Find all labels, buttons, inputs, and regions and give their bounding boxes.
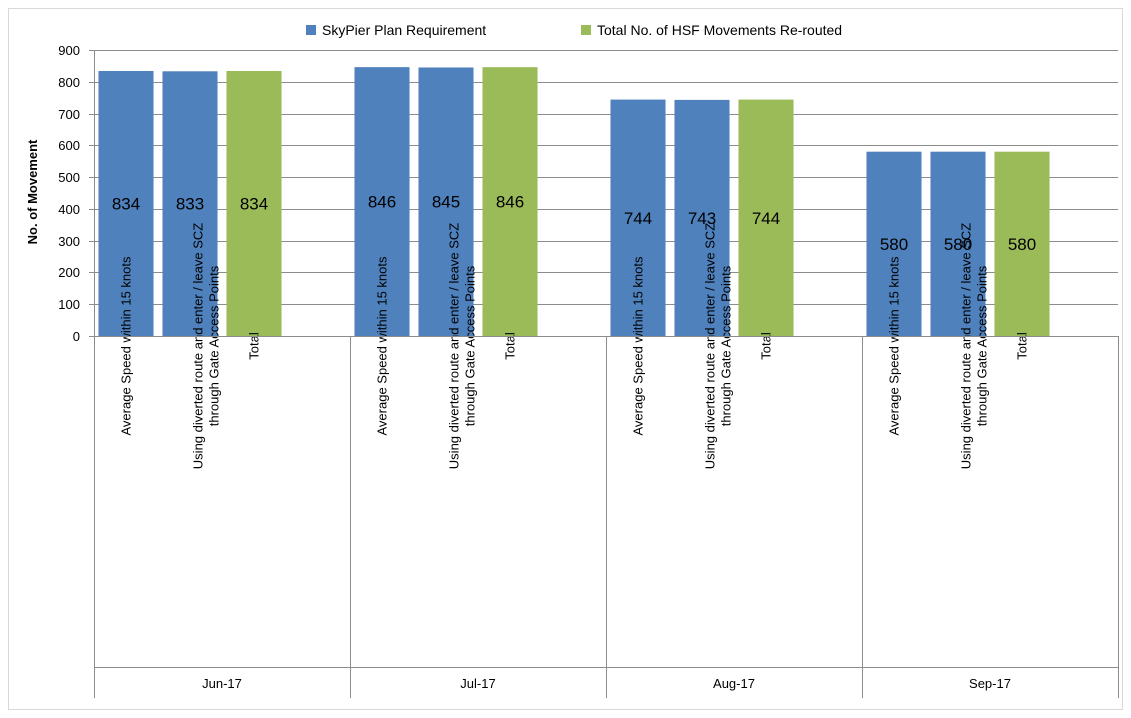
x-category-label-line: Average Speed within 15 knots	[887, 256, 902, 435]
x-category-label: Total	[503, 332, 518, 360]
x-category-label: Average Speed within 15 knots	[119, 256, 134, 435]
bar	[674, 99, 730, 336]
x-category-label-line: through Gate Access Points	[719, 265, 734, 426]
data-label: 846	[368, 193, 396, 212]
x-category-label-line: Average Speed within 15 knots	[119, 256, 134, 435]
x-category-label: Average Speed within 15 knots	[375, 256, 390, 435]
data-label: 744	[752, 209, 780, 228]
legend: SkyPier Plan Requirement Total No. of HSF…	[306, 22, 842, 38]
y-tick-label: 100	[58, 297, 80, 312]
y-axis: 0 100 200 300 400 500 600 700 800 900	[58, 43, 95, 344]
y-tick-label: 700	[58, 107, 80, 122]
data-label: 744	[624, 209, 652, 228]
bar	[418, 67, 474, 336]
x-category-label: Total	[247, 332, 262, 360]
x-category-label: Using diverted route and enter / leave S…	[191, 223, 222, 469]
y-tick-label: 600	[58, 138, 80, 153]
bar	[98, 70, 154, 337]
data-label: 580	[944, 235, 972, 254]
x-axis: Average Speed within 15 knots Using diver…	[94, 223, 1119, 698]
data-label: 833	[176, 195, 204, 214]
x-category-label-line: through Gate Access Points	[975, 265, 990, 426]
x-category-label-line: Total	[503, 332, 518, 360]
y-tick-label: 200	[58, 265, 80, 280]
y-tick-label: 900	[58, 43, 80, 58]
legend-label: SkyPier Plan Requirement	[322, 22, 486, 38]
data-label: 845	[432, 193, 460, 212]
x-category-label-line: Using diverted route and enter / leave S…	[959, 223, 974, 469]
data-label: 846	[496, 193, 524, 212]
x-category-label: Using diverted route and enter / leave S…	[703, 223, 734, 469]
data-label: 743	[688, 209, 716, 228]
data-label: 580	[880, 235, 908, 254]
x-category-label: Total	[1015, 332, 1030, 360]
y-axis-label: No. of Movement	[25, 139, 40, 244]
x-category-label: Average Speed within 15 knots	[631, 256, 646, 435]
y-tick-label: 300	[58, 234, 80, 249]
data-label: 834	[112, 194, 140, 213]
legend-swatch	[581, 25, 591, 35]
bar	[610, 99, 666, 336]
x-category-label-line: Average Speed within 15 knots	[375, 256, 390, 435]
bar	[226, 70, 282, 337]
legend-label: Total No. of HSF Movements Re-routed	[597, 22, 842, 38]
x-category-label: Using diverted route and enter / leave S…	[447, 223, 478, 469]
bar	[482, 67, 538, 336]
data-label: 834	[240, 194, 268, 213]
bar	[354, 67, 410, 336]
x-group-label: Jun-17	[202, 676, 242, 691]
x-category-label: Using diverted route and enter / leave S…	[959, 223, 990, 469]
x-category-label-line: Average Speed within 15 knots	[631, 256, 646, 435]
bars: 834 833 834 846 845 846 744 743 744 580 580 580	[98, 67, 1050, 337]
x-group-label: Sep-17	[969, 676, 1011, 691]
x-group-label: Jul-17	[460, 676, 495, 691]
x-category-label-line: Using diverted route and enter / leave S…	[447, 223, 462, 469]
y-tick-label: 800	[58, 75, 80, 90]
x-category-label-line: Total	[247, 332, 262, 360]
x-category-label-line: through Gate Access Points	[463, 265, 478, 426]
x-group-label: Aug-17	[713, 676, 755, 691]
y-tick-label: 500	[58, 170, 80, 185]
bar	[162, 71, 218, 337]
bar	[866, 151, 922, 336]
x-category-label-line: Total	[759, 332, 774, 360]
bar	[738, 99, 794, 336]
bar	[994, 151, 1050, 336]
legend-swatch	[306, 25, 316, 35]
x-category-label-line: Using diverted route and enter / leave S…	[703, 223, 718, 469]
x-category-label-line: Total	[1015, 332, 1030, 360]
y-tick-label: 0	[73, 329, 80, 344]
x-category-label-line: through Gate Access Points	[207, 265, 222, 426]
y-tick-label: 400	[58, 202, 80, 217]
bar	[930, 151, 986, 336]
x-category-label: Average Speed within 15 knots	[887, 256, 902, 435]
x-category-label-line: Using diverted route and enter / leave S…	[191, 223, 206, 469]
x-category-label: Total	[759, 332, 774, 360]
data-label: 580	[1008, 235, 1036, 254]
